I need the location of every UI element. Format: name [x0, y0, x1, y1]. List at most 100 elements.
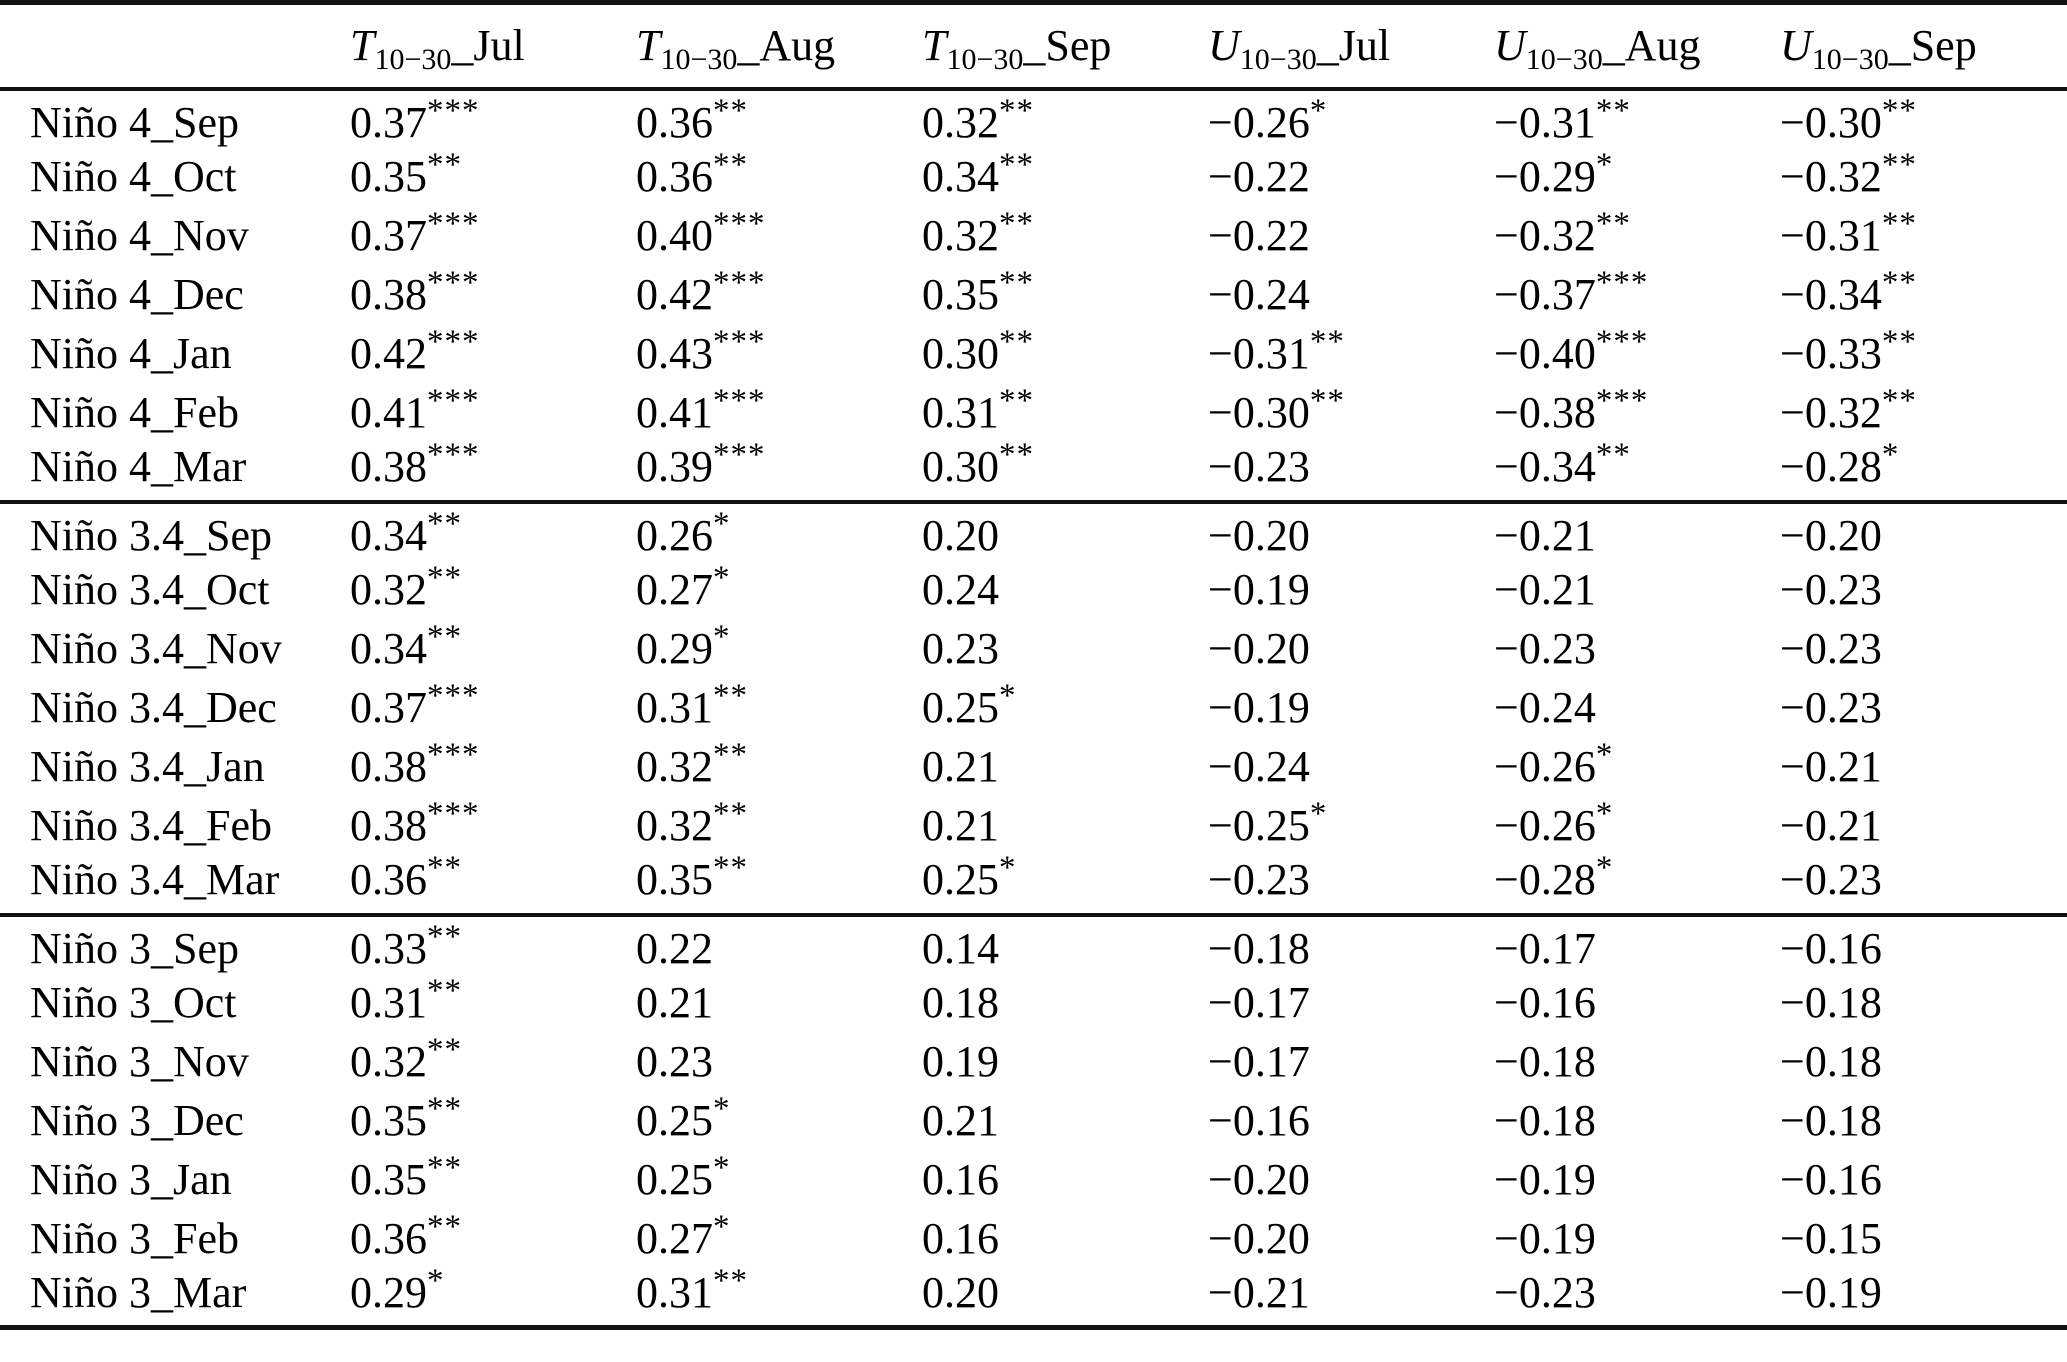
correlation-value: −0.23 [1208, 855, 1310, 904]
value-cell: 0.34** [350, 502, 636, 561]
header-month-suffix: _Jul [1316, 20, 1391, 70]
significance-stars: * [427, 1262, 445, 1299]
column-header: T10−30_Aug [636, 3, 922, 89]
correlation-value: 0.19 [922, 1037, 999, 1086]
header-month-suffix: _Sep [1888, 20, 1977, 70]
column-header: T10−30_Jul [350, 3, 636, 89]
value-cell: 0.37*** [350, 207, 636, 266]
header-row: T10−30_Jul T10−30_Aug T10−30_Sep U10−30_Jul… [0, 3, 2067, 89]
row-label: Niño 3.4_Feb [30, 801, 272, 850]
value-cell: 0.29* [350, 1264, 636, 1328]
header-variable: T [922, 20, 947, 70]
correlation-value: 0.35 [636, 855, 713, 904]
value-cell: −0.23 [1208, 856, 1494, 915]
value-cell: −0.40*** [1494, 325, 1780, 384]
header-subscript: 10−30 [374, 42, 452, 76]
correlation-value: 0.29 [636, 624, 713, 673]
correlation-value: 0.35 [350, 1155, 427, 1204]
correlation-value: −0.23 [1780, 624, 1882, 673]
row-label: Niño 3.4_Jan [30, 742, 265, 791]
value-cell: −0.23 [1780, 856, 2067, 915]
correlation-value: 0.37 [350, 98, 427, 147]
row-label: Niño 3.4_Oct [30, 565, 270, 614]
value-cell: 0.40*** [636, 207, 922, 266]
header-variable: U [1494, 20, 1526, 70]
correlation-value: −0.23 [1780, 683, 1882, 732]
correlation-value: −0.23 [1780, 565, 1882, 614]
value-cell: −0.32** [1780, 148, 2067, 207]
correlation-value: 0.25 [636, 1155, 713, 1204]
column-header: U10−30_Sep [1780, 3, 2067, 89]
value-cell: −0.21 [1208, 1269, 1494, 1328]
value-cell: −0.28* [1494, 852, 1780, 915]
row-label: Niño 4_Feb [30, 388, 239, 437]
significance-stars: ** [1309, 324, 1345, 360]
significance-stars: *** [427, 383, 480, 419]
correlation-value: 0.36 [350, 1214, 427, 1263]
significance-stars: ** [427, 1091, 462, 1127]
value-cell: 0.31** [922, 384, 1208, 443]
value-cell: −0.17 [1494, 915, 1780, 974]
table-row: Niño 3.4_Mar 0.36** 0.35** 0.25* −0.23 −0.28*… [0, 852, 2067, 915]
significance-stars: * [1309, 796, 1328, 832]
value-cell: −0.34** [1780, 266, 2067, 325]
row-label: Niño 3_Jan [30, 1155, 232, 1204]
significance-stars: *** [1595, 265, 1649, 301]
value-cell: 0.27* [636, 1210, 922, 1269]
correlation-value: 0.41 [636, 388, 713, 437]
row-group: Niño 4_Sep 0.37*** 0.36** 0.32** −0.26* −0.31… [0, 88, 2067, 502]
significance-stars: *** [1595, 324, 1649, 360]
value-cell: 0.38*** [350, 797, 636, 856]
column-header: U10−30_Aug [1494, 3, 1780, 89]
header-subscript: 10−30 [1239, 42, 1317, 76]
significance-stars: ** [999, 206, 1034, 242]
significance-stars: ** [999, 147, 1034, 183]
correlation-value: 0.14 [922, 924, 999, 973]
correlation-value: −0.18 [1780, 1037, 1882, 1086]
value-cell: −0.19 [1208, 561, 1494, 620]
correlation-value: −0.18 [1494, 1037, 1596, 1086]
significance-stars: * [1595, 737, 1614, 773]
value-cell: −0.21 [1780, 738, 2067, 797]
correlation-value: −0.21 [1494, 565, 1596, 614]
value-cell: 0.34** [922, 148, 1208, 207]
value-cell: −0.20 [1780, 502, 2067, 561]
significance-stars: ** [1881, 324, 1917, 360]
table-row: Niño 3_Dec 0.35** 0.25* 0.21 −0.16 −0.18 −0.18 [0, 1092, 2067, 1151]
correlation-value: 0.35 [350, 152, 427, 201]
value-cell: −0.24 [1208, 266, 1494, 325]
significance-stars: * [713, 1150, 731, 1186]
correlation-value: 0.21 [922, 1096, 999, 1145]
correlation-value: −0.20 [1208, 511, 1310, 560]
significance-stars: * [999, 850, 1017, 886]
value-cell: −0.38*** [1494, 384, 1780, 443]
value-cell: −0.21 [1494, 502, 1780, 561]
correlation-value: 0.38 [350, 442, 427, 491]
correlation-value: 0.34 [350, 511, 427, 560]
value-cell: 0.31** [636, 1264, 922, 1328]
significance-stars: * [713, 1091, 731, 1127]
row-label: Niño 4_Mar [30, 442, 247, 491]
correlation-value: −0.30 [1208, 388, 1310, 437]
significance-stars: ** [999, 383, 1034, 419]
value-cell: 0.32** [350, 1033, 636, 1092]
correlation-value: 0.36 [636, 152, 713, 201]
significance-stars: * [1881, 437, 1900, 473]
significance-stars: ** [999, 93, 1034, 129]
row-label: Niño 3_Dec [30, 1096, 244, 1145]
correlation-value: −0.23 [1208, 442, 1310, 491]
correlation-value: −0.32 [1494, 211, 1596, 260]
value-cell: 0.35** [636, 852, 922, 915]
value-cell: −0.23 [1780, 620, 2067, 679]
value-cell: −0.21 [1494, 561, 1780, 620]
correlation-value: −0.20 [1208, 1155, 1310, 1204]
value-cell: 0.33** [350, 915, 636, 974]
correlation-value: −0.32 [1780, 388, 1882, 437]
correlation-value: −0.20 [1208, 624, 1310, 673]
correlation-value: 0.29 [350, 1267, 427, 1317]
correlation-value: 0.33 [350, 924, 427, 973]
correlation-value: −0.26 [1494, 742, 1596, 791]
correlation-value: −0.21 [1494, 511, 1596, 560]
correlation-value: −0.17 [1208, 978, 1310, 1027]
value-cell: 0.34** [350, 620, 636, 679]
